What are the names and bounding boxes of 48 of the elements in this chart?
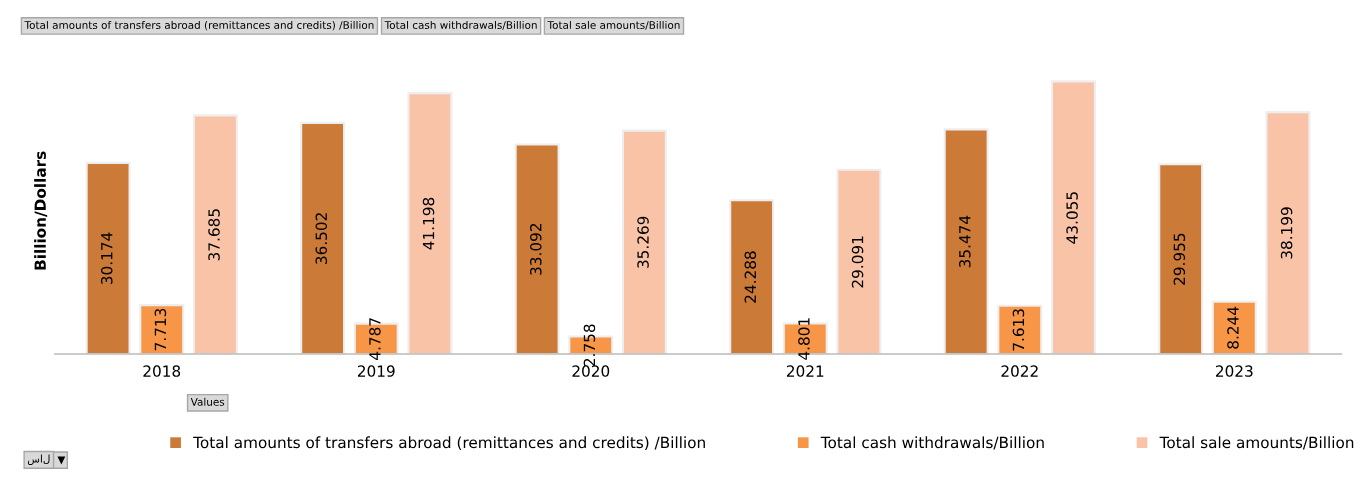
bar (407, 92, 453, 354)
data-label: 43.055 (1066, 192, 1078, 244)
data-label: 30.174 (100, 232, 113, 284)
data-label: 7.613 (1012, 309, 1025, 351)
text: Total sale amounts/Billion (547, 20, 680, 30)
bar (836, 168, 882, 354)
data-label: 35.269 (637, 216, 649, 268)
x-tick-label: 2021 (786, 365, 824, 377)
x-tick-label: 2020 (572, 365, 610, 377)
data-label: 36.502 (315, 213, 328, 264)
text: سال (27, 454, 50, 466)
text: Total amounts of transfers abroad (remittances and credits) /Billion (24, 20, 374, 31)
bar (85, 161, 131, 354)
data-label: 41.198 (422, 197, 435, 250)
bar (621, 129, 667, 354)
bar (514, 143, 560, 354)
data-label: 38.199 (1280, 207, 1293, 259)
bar (192, 114, 238, 354)
data-label: 29.955 (1173, 233, 1186, 285)
bar (943, 128, 989, 354)
x-tick-label: 2022 (1001, 365, 1038, 377)
data-label: 24.288 (744, 251, 757, 303)
x-tick-label: 2023 (1215, 365, 1253, 377)
data-label: 7.713 (154, 308, 167, 351)
legend-label: Total amounts of transfers abroad (remittances and credits) /Billion (193, 436, 705, 450)
x-tick-label: 2019 (357, 365, 395, 377)
data-label: 2.758 (583, 324, 596, 366)
data-label: 29.091 (851, 236, 864, 288)
x-tick-label: 2018 (143, 365, 181, 377)
data-label: 8.244 (1227, 306, 1239, 349)
bar (1158, 163, 1204, 354)
bar (1265, 111, 1311, 354)
bar (997, 304, 1043, 354)
legend-label: Total cash withdrawals/Billion (820, 436, 1044, 450)
bar (1050, 80, 1096, 354)
data-label: 35.474 (959, 215, 971, 268)
y-axis-title: Billion/Dollars (34, 151, 48, 270)
bar (139, 304, 185, 354)
text: Total cash withdrawals/Billion (384, 20, 537, 30)
data-label: 33.092 (530, 223, 542, 275)
data-label: 4.801 (798, 318, 810, 360)
data-label: 4.787 (369, 318, 381, 360)
legend-label: Total sale amounts/Billion (1159, 436, 1354, 450)
bar (729, 199, 775, 354)
data-label: 37.685 (208, 209, 220, 261)
bar (300, 121, 346, 354)
bar (1211, 300, 1257, 354)
text: Values (190, 397, 225, 406)
